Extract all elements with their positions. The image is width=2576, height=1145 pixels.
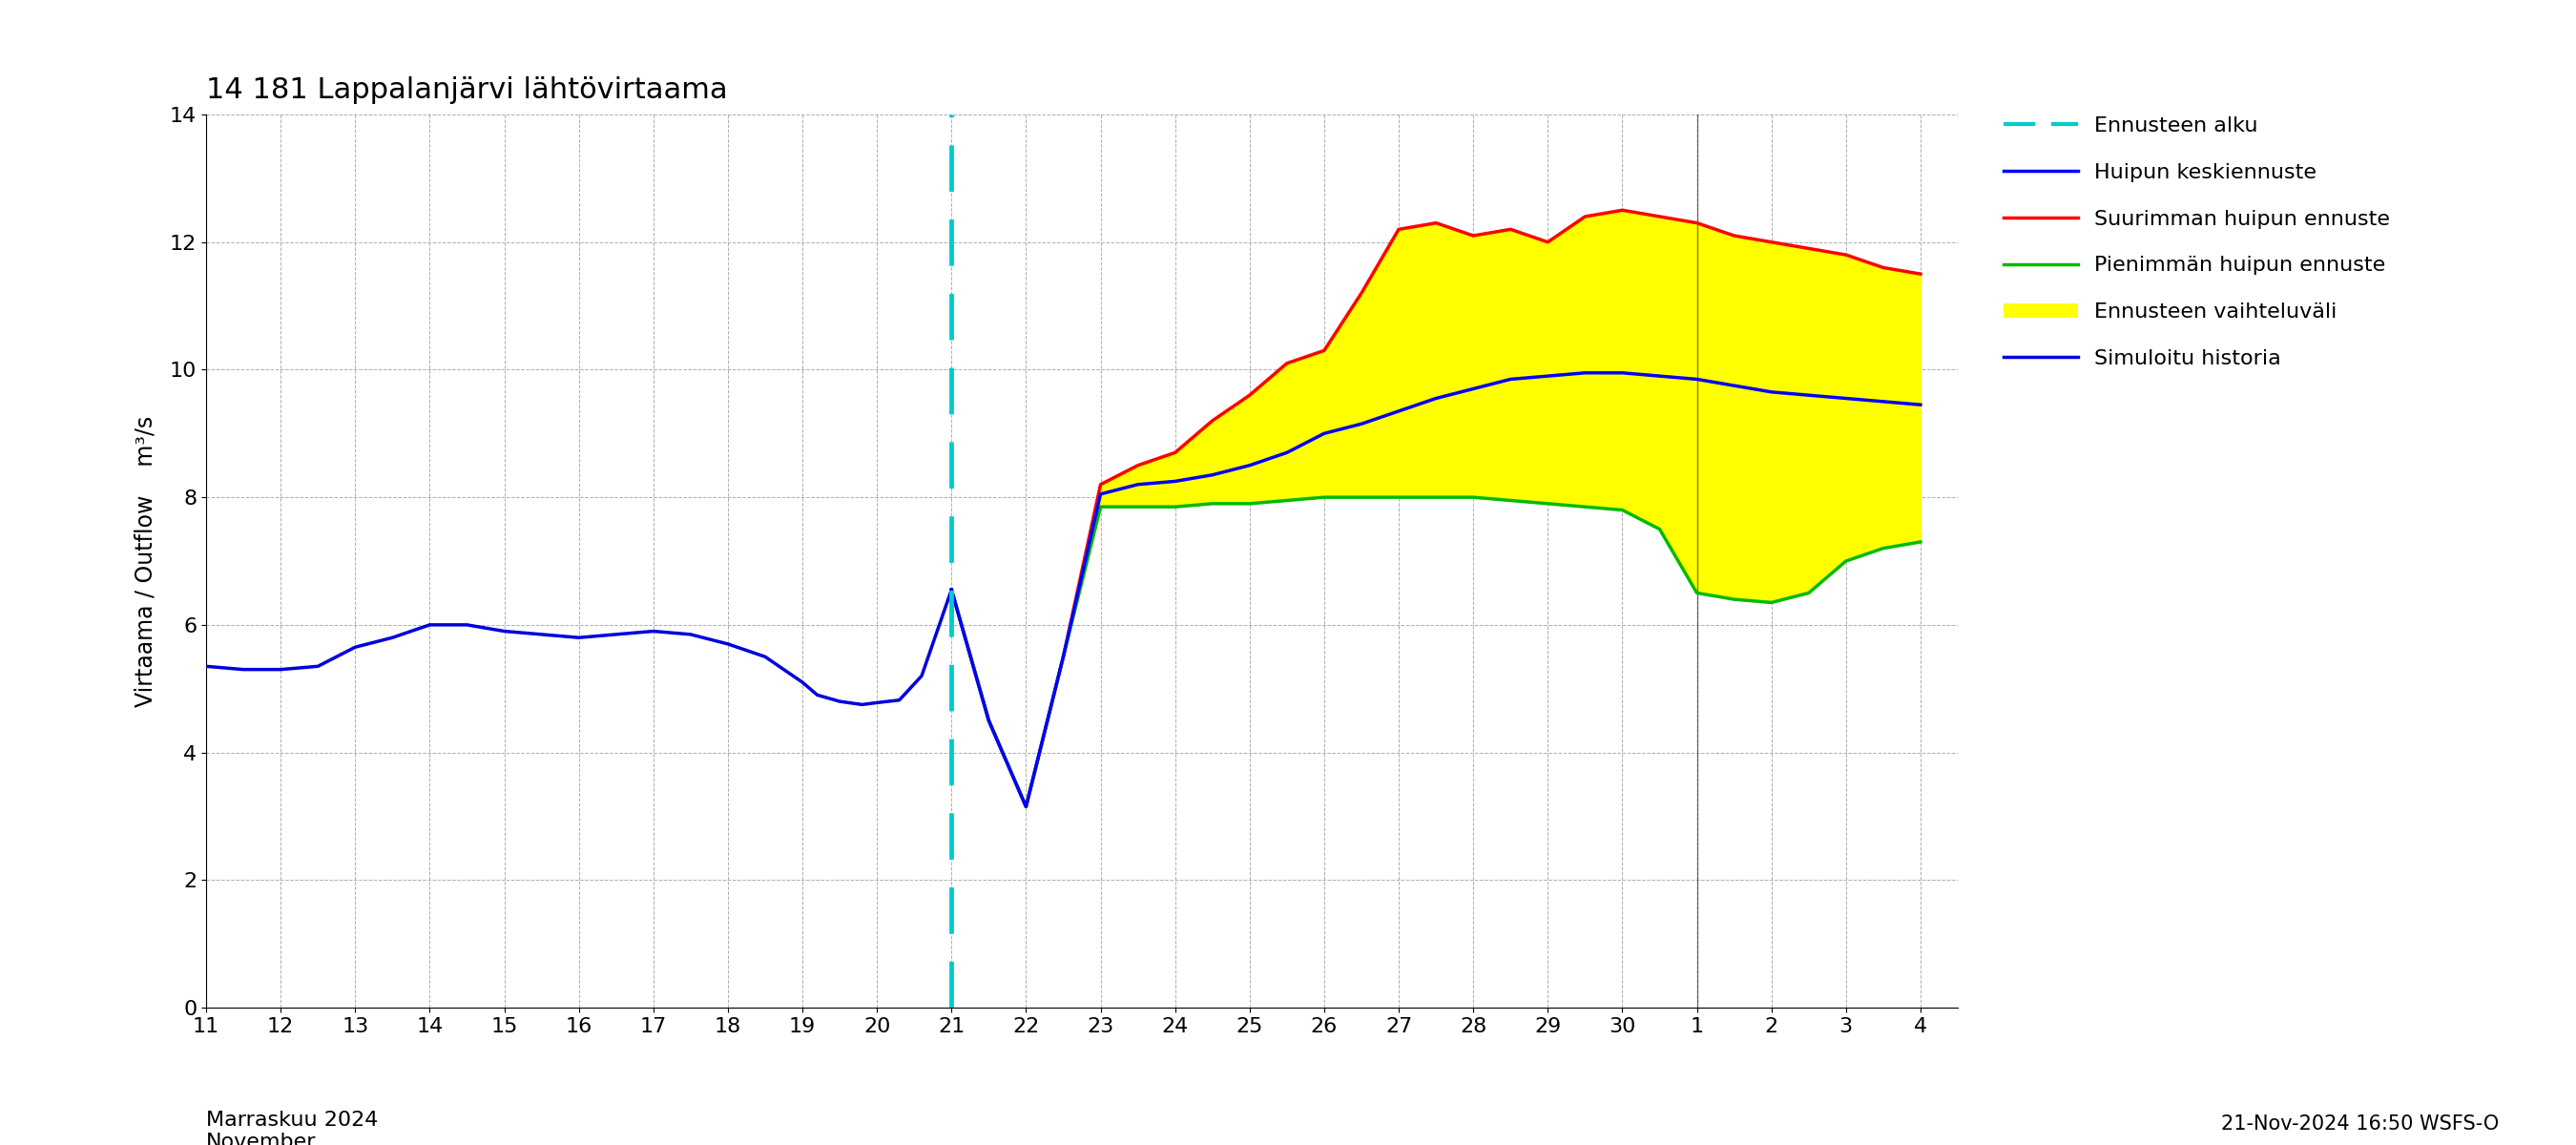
Text: 21-Nov-2024 16:50 WSFS-O: 21-Nov-2024 16:50 WSFS-O (2221, 1114, 2499, 1134)
Text: 14 181 Lappalanjärvi lähtövirtaama: 14 181 Lappalanjärvi lähtövirtaama (206, 77, 726, 104)
Text: Marraskuu 2024
November: Marraskuu 2024 November (206, 1111, 379, 1145)
Y-axis label: Virtaama / Outflow    m³/s: Virtaama / Outflow m³/s (134, 416, 157, 706)
Legend: Ennusteen alku, Huipun keskiennuste, Suurimman huipun ennuste, Pienimmän huipun : Ennusteen alku, Huipun keskiennuste, Suu… (2004, 116, 2391, 369)
